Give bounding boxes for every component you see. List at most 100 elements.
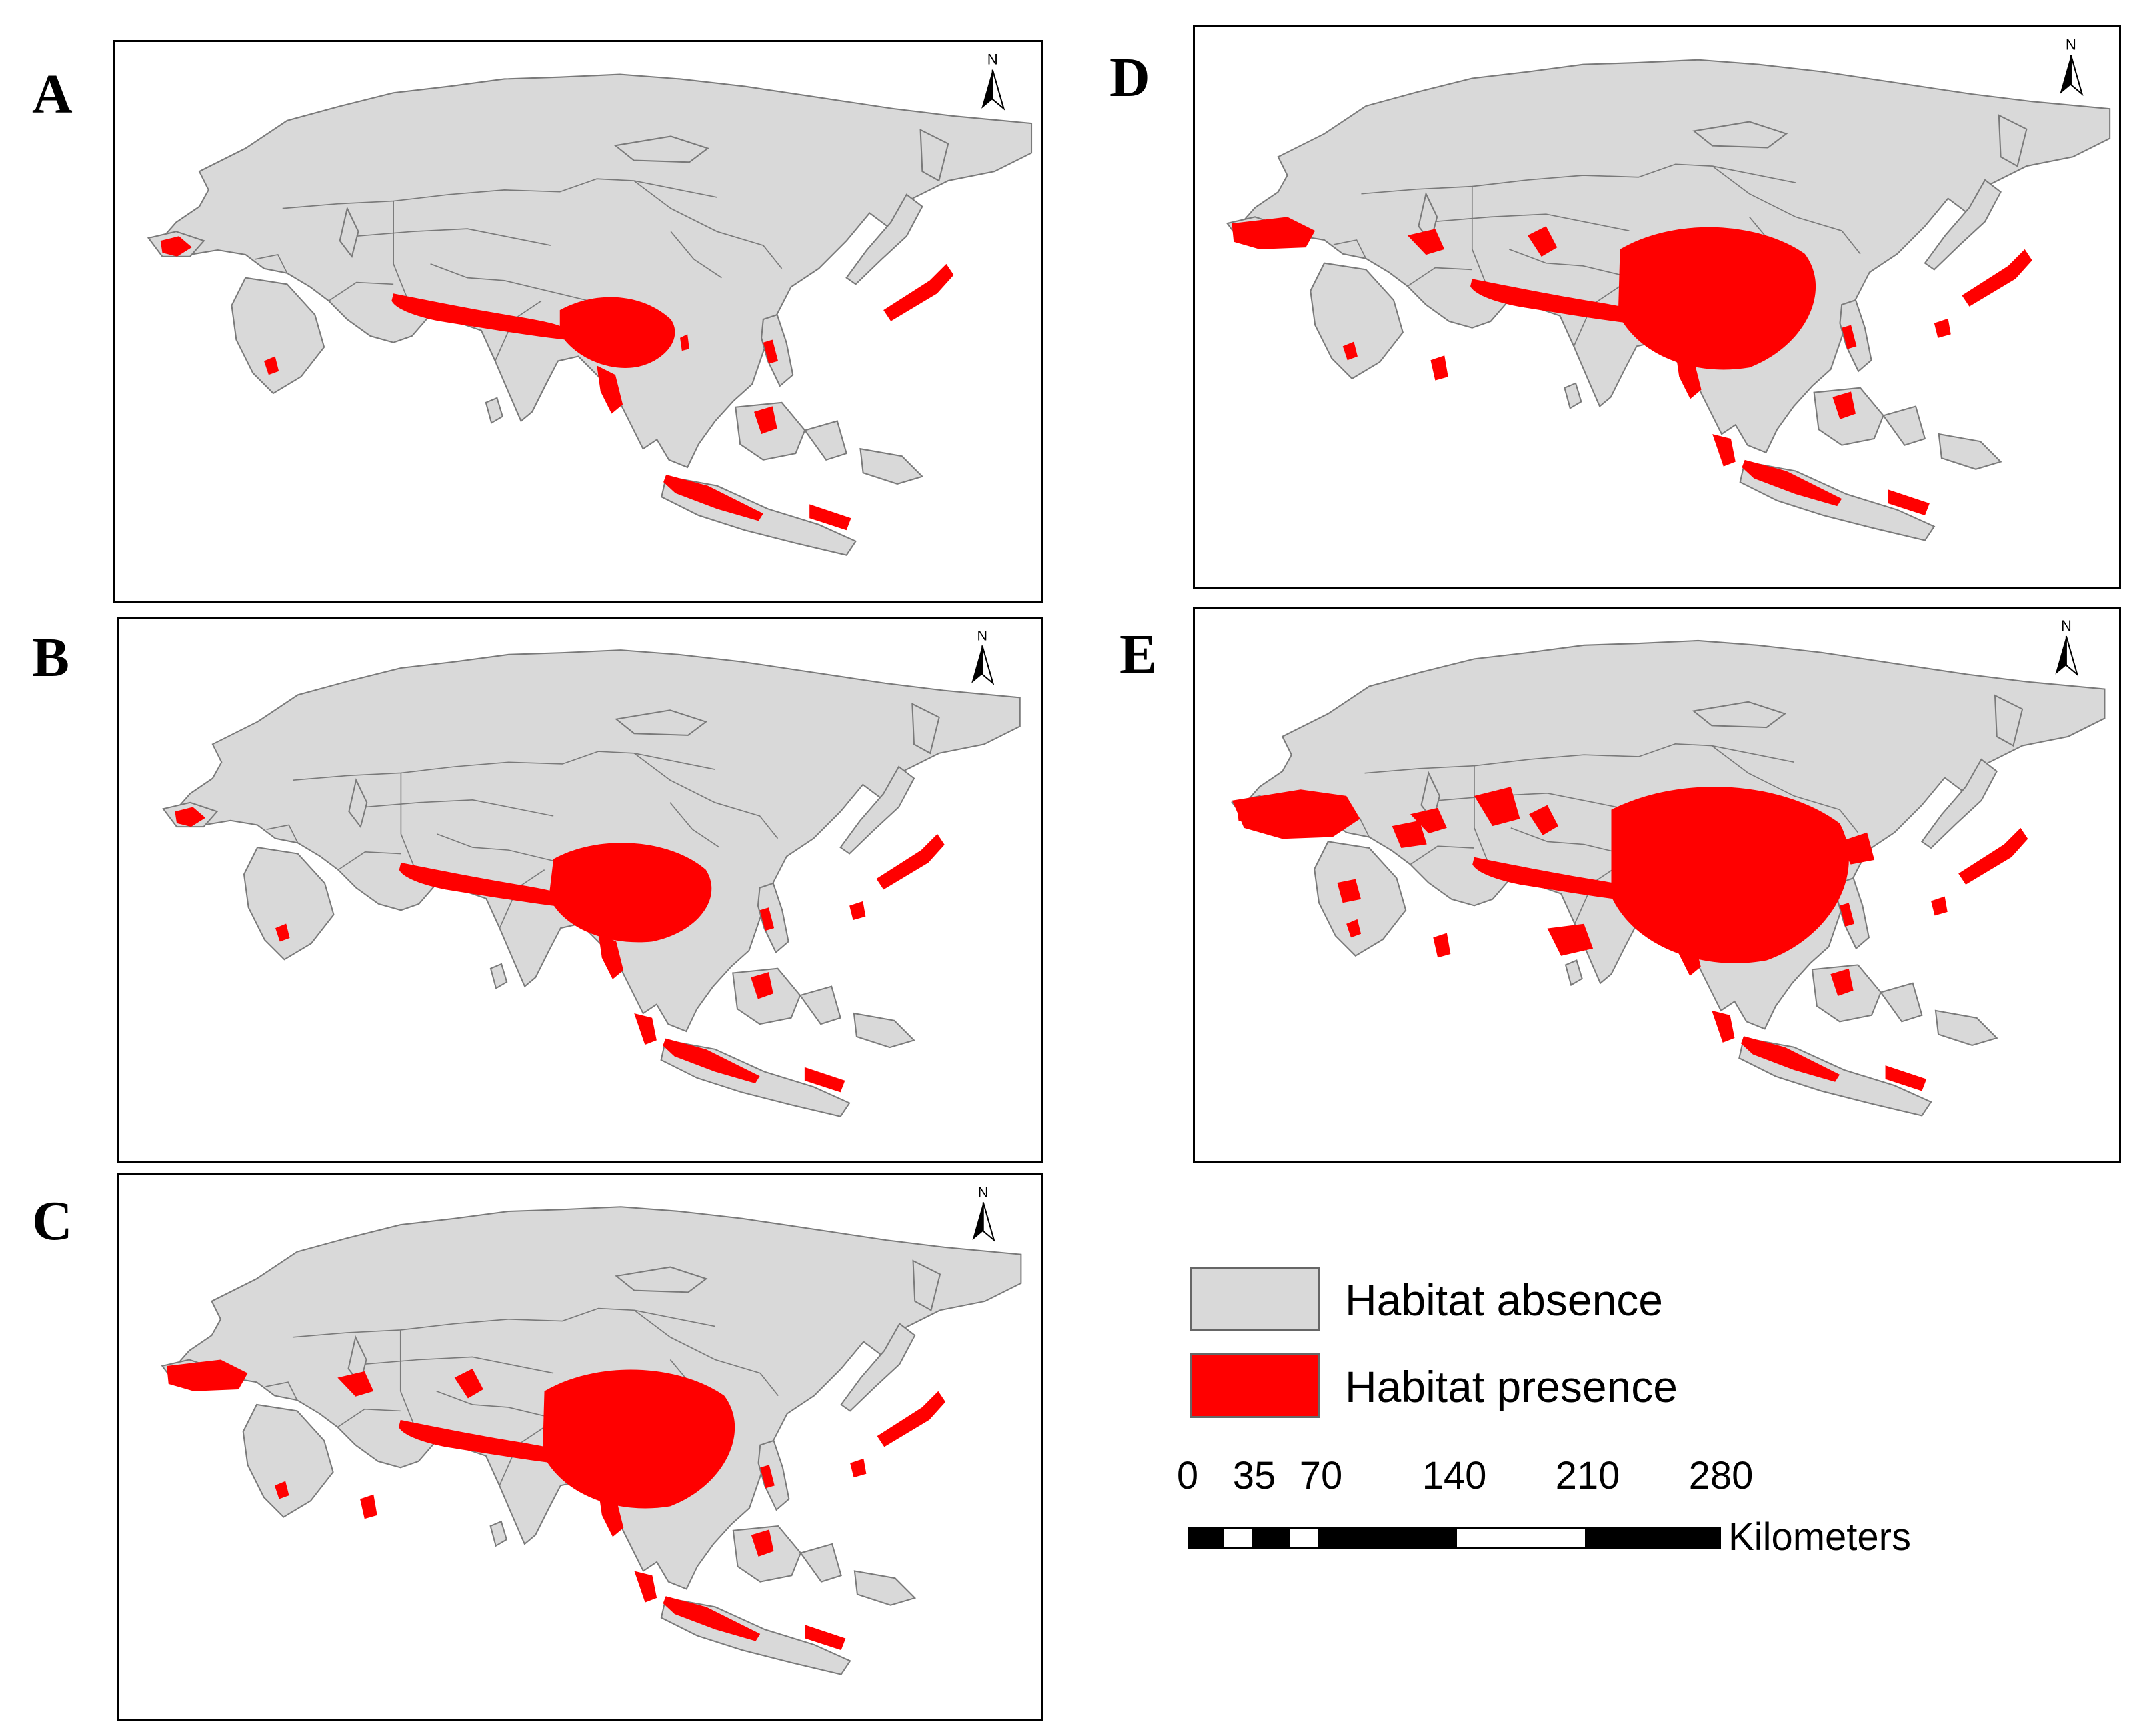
habitat-presence-area (1430, 355, 1448, 381)
legend-label-absence: Habitat absence (1345, 1275, 1663, 1325)
land-mass (489, 963, 508, 989)
land-mass (845, 193, 923, 285)
land-mass (348, 778, 368, 829)
habitat-presence-area (1832, 391, 1856, 419)
habitat-presence-area (1888, 489, 1930, 516)
habitat-presence-area (1742, 459, 1842, 507)
north-arrow-icon (2060, 55, 2084, 96)
habitat-presence-area (167, 1359, 248, 1391)
country-border (328, 281, 394, 301)
country-border (1711, 745, 1859, 833)
habitat-presence-area (597, 365, 623, 414)
habitat-presence-area (1840, 903, 1854, 927)
land-mass (1692, 701, 1787, 729)
habitat-presence-area (1830, 968, 1854, 996)
country-border (393, 201, 413, 311)
land-mass (1837, 877, 1870, 950)
habitat-presence-area (1618, 227, 1816, 370)
land-mass (242, 1403, 334, 1518)
habitat-presence-area (542, 1369, 735, 1509)
legend-swatch-presence (1190, 1353, 1320, 1418)
habitat-presence-area (1840, 832, 1875, 865)
country-border (293, 751, 715, 781)
map-panel-a: N (113, 40, 1043, 603)
habitat-presence-area (663, 1596, 761, 1641)
country-border (633, 180, 783, 269)
habitat-presence-area (877, 1391, 946, 1447)
country-border (669, 802, 720, 848)
country-border (337, 851, 401, 871)
habitat-presence-area (598, 932, 624, 979)
land-mass (1564, 382, 1582, 409)
land-mass (799, 985, 841, 1025)
habitat-presence-area (1472, 857, 1648, 903)
land-mass (761, 313, 794, 387)
panel-label-e: E (1120, 623, 1158, 685)
land-mass (339, 206, 359, 259)
scale-tick-label: 280 (1688, 1454, 1754, 1497)
country-border (1712, 165, 1861, 255)
land-mass (859, 447, 924, 485)
asia-map: N (147, 51, 1033, 556)
habitat-presence-area (160, 236, 192, 257)
land-mass (175, 649, 1021, 1033)
habitat-presence-area (1407, 229, 1445, 255)
habitat-presence-area (175, 807, 206, 827)
land-mass (1924, 179, 2002, 271)
scale-bar-segment (1454, 1527, 1588, 1549)
habitat-presence-area (805, 1625, 846, 1651)
land-mass (1813, 387, 1884, 446)
habitat-presence-area (274, 1481, 289, 1499)
habitat-presence-area (549, 843, 712, 943)
country-border (1407, 267, 1472, 287)
habitat-presence-area (1611, 787, 1849, 963)
land-mass (853, 1012, 915, 1049)
north-label: N (2061, 617, 2072, 634)
land-mass (840, 1323, 916, 1412)
habitat-presence-area (1934, 318, 1951, 338)
scale-bar-segment (1254, 1527, 1288, 1549)
land-mass (757, 1439, 790, 1511)
country-border (266, 824, 299, 843)
land-mass (732, 1525, 802, 1583)
scale-tick-label: 0 (1176, 1454, 1199, 1497)
land-mass (161, 73, 1033, 469)
habitat-presence-area (1337, 879, 1362, 903)
habitat-presence-area (391, 293, 569, 340)
asia-map: N (161, 1183, 1022, 1675)
land-mass (757, 882, 789, 954)
land-mass (1880, 982, 1923, 1023)
land-mass (912, 1259, 941, 1311)
land-mass (613, 135, 709, 163)
habitat-presence-area (1931, 896, 1948, 916)
habitat-presence-area (263, 356, 279, 375)
land-mass (489, 1520, 508, 1547)
habitat-presence-area (1474, 787, 1520, 827)
land-mass (1998, 114, 2028, 167)
habitat-presence-area (1232, 217, 1316, 249)
land-mass (614, 709, 708, 736)
habitat-presence-area (663, 475, 763, 521)
habitat-presence-area (1547, 923, 1594, 956)
habitat-presence-area (1962, 249, 2032, 307)
country-border (282, 178, 717, 209)
habitat-presence-area (1342, 341, 1358, 361)
habitat-presence-area (751, 1529, 774, 1557)
habitat-presence-area (1741, 1036, 1840, 1082)
map-panel-d: N (1193, 25, 2121, 589)
land-mass (732, 967, 801, 1025)
habitat-presence-area (634, 1013, 657, 1045)
land-mass (919, 129, 949, 182)
country-border (399, 1329, 419, 1437)
land-mass (615, 1266, 708, 1293)
habitat-presence-area (876, 833, 945, 890)
habitat-presence-area (760, 1465, 775, 1489)
country-border (1410, 845, 1474, 865)
land-mass (1938, 433, 2002, 470)
habitat-presence-area (360, 1494, 377, 1519)
map-panel-e: N (1193, 607, 2121, 1163)
scale-tick-label: 210 (1555, 1454, 1620, 1497)
habitat-presence-area (763, 339, 779, 364)
habitat-presence-area (850, 1458, 867, 1478)
scale-tick-label: 70 (1299, 1454, 1343, 1497)
